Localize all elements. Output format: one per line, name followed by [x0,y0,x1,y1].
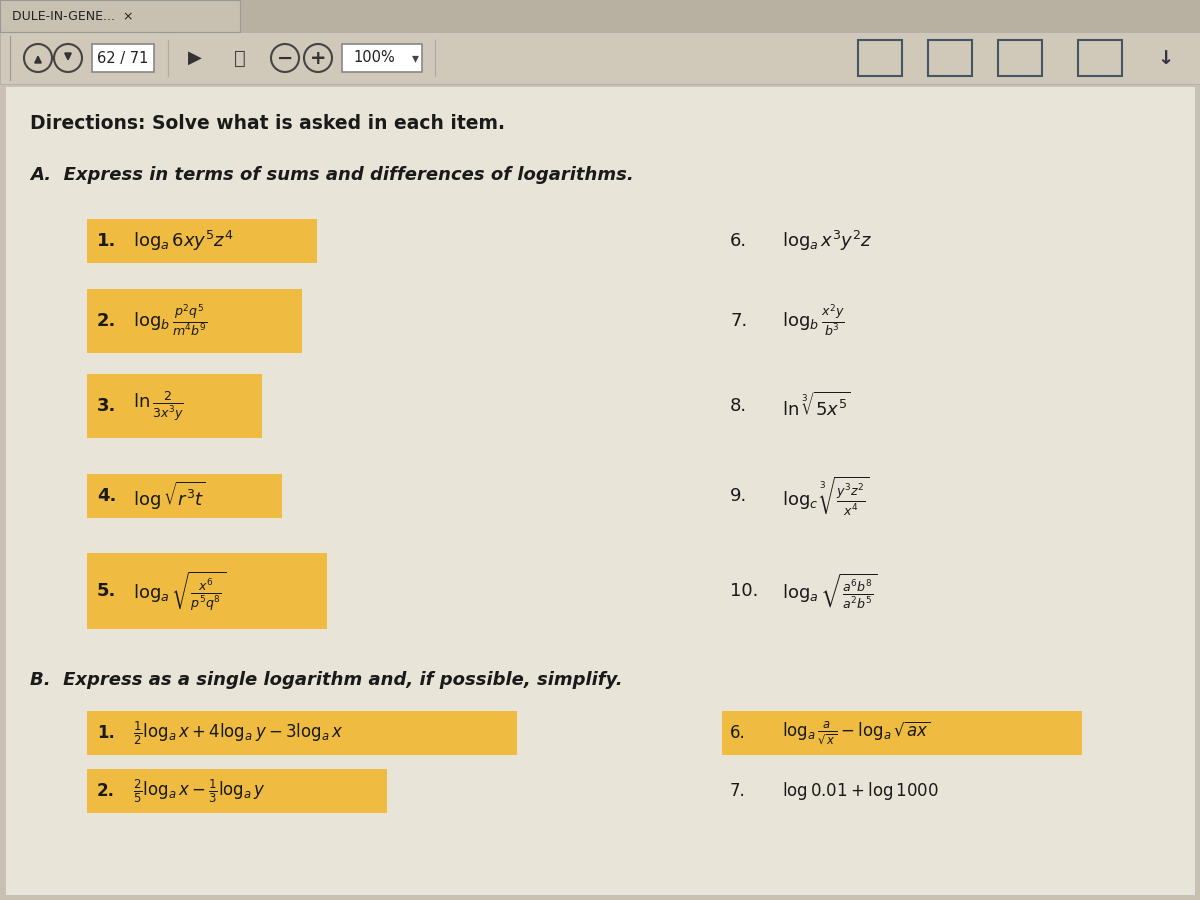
Bar [88,219,317,263]
Bar [92,44,154,72]
Text: 62 / 71: 62 / 71 [97,50,149,66]
Text: $\log\sqrt{r^3t}$: $\log\sqrt{r^3t}$ [133,480,206,512]
Text: $\log_a x^3y^2z$: $\log_a x^3y^2z$ [782,229,872,253]
Bar [0,0,1200,32]
Text: 6.: 6. [730,232,748,250]
Text: 7.: 7. [730,312,748,330]
Text: 2.: 2. [97,782,115,800]
Text: ▶: ▶ [188,49,202,67]
Text: 7.: 7. [730,782,745,800]
Bar [88,711,517,755]
Bar [722,711,1082,755]
Text: $\log_a\sqrt{\frac{x^6}{p^5q^8}}$: $\log_a\sqrt{\frac{x^6}{p^5q^8}}$ [133,569,226,613]
Text: −: − [277,49,293,68]
Text: $\log 0.01 + \log 1000$: $\log 0.01 + \log 1000$ [782,780,938,802]
Text: $\log_b \frac{x^2y}{b^3}$: $\log_b \frac{x^2y}{b^3}$ [782,303,845,339]
Text: $\log_a \frac{a}{\sqrt{x}} - \log_a \sqrt{ax}$: $\log_a \frac{a}{\sqrt{x}} - \log_a \sqr… [782,719,930,747]
Bar [88,769,386,813]
Bar [88,289,302,353]
Text: ↓: ↓ [1157,49,1174,68]
Text: $\log_a \sqrt{\frac{a^6b^8}{a^2b^5}}$: $\log_a \sqrt{\frac{a^6b^8}{a^2b^5}}$ [782,572,877,611]
Text: 1.: 1. [97,724,115,742]
Text: 1.: 1. [97,232,116,250]
Bar [5,86,1195,895]
Text: $\log_c \sqrt[3]{\frac{y^3z^2}{x^4}}$: $\log_c \sqrt[3]{\frac{y^3z^2}{x^4}}$ [782,474,870,518]
Text: $\frac{2}{5}\log_a x - \frac{1}{3}\log_a y$: $\frac{2}{5}\log_a x - \frac{1}{3}\log_a… [133,778,266,805]
Text: $\ln \sqrt[3]{5x^5}$: $\ln \sqrt[3]{5x^5}$ [782,392,851,420]
Text: 3.: 3. [97,397,116,415]
Text: +: + [310,50,326,68]
Text: 4.: 4. [97,487,116,505]
Text: A.  Express in terms of sums and differences of logarithms.: A. Express in terms of sums and differen… [30,166,634,184]
Bar [858,40,902,76]
Text: 6.: 6. [730,724,745,742]
Bar [342,44,422,72]
Text: $\frac{1}{2}\log_a x + 4\log_a y - 3\log_a x$: $\frac{1}{2}\log_a x + 4\log_a y - 3\log… [133,719,343,747]
Text: $\log_b \frac{p^2q^5}{m^4b^9}$: $\log_b \frac{p^2q^5}{m^4b^9}$ [133,303,208,339]
Text: 2.: 2. [97,312,116,330]
Text: DULE-IN-GENE...  ×: DULE-IN-GENE... × [12,10,133,22]
Text: 10.: 10. [730,582,758,600]
Bar [1078,40,1122,76]
Bar [88,553,326,629]
Bar [88,374,262,438]
Text: 100%: 100% [353,50,395,66]
Bar [928,40,972,76]
Text: ▾: ▾ [412,51,419,65]
Text: B.  Express as a single logarithm and, if possible, simplify.: B. Express as a single logarithm and, if… [30,671,623,689]
Text: $\log_a 6xy^5z^4$: $\log_a 6xy^5z^4$ [133,229,233,253]
Bar [0,32,1200,84]
Text: Directions: Solve what is asked in each item.: Directions: Solve what is asked in each … [30,114,505,133]
Text: $\ln\frac{2}{3x^3y}$: $\ln\frac{2}{3x^3y}$ [133,390,184,423]
Text: 9.: 9. [730,487,748,505]
Text: ✋: ✋ [234,49,246,68]
Text: 8.: 8. [730,397,748,415]
Bar [88,474,282,518]
Text: 5.: 5. [97,582,116,600]
Bar [0,0,240,32]
Bar [998,40,1042,76]
